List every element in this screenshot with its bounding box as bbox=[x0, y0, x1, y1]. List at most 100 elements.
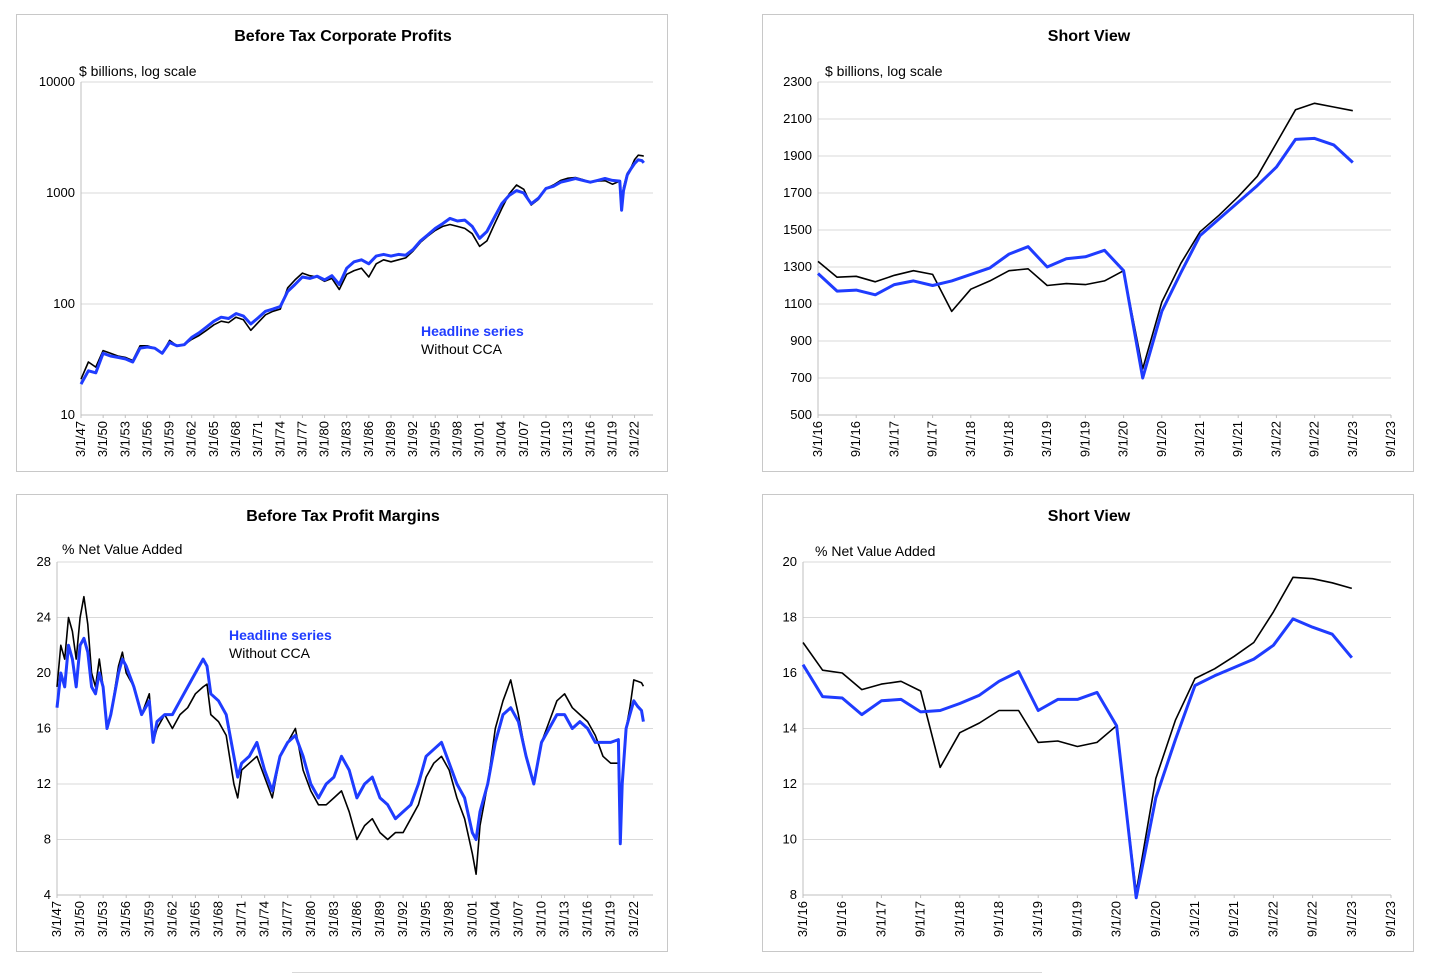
x-tick-label: 3/1/68 bbox=[210, 901, 225, 937]
x-tick-label: 9/1/22 bbox=[1307, 421, 1322, 457]
x-tick-label: 3/1/01 bbox=[472, 421, 487, 457]
x-tick-label: 3/1/92 bbox=[395, 901, 410, 937]
x-tick-label: 3/1/16 bbox=[582, 421, 597, 457]
x-tick-label: 9/1/19 bbox=[1077, 421, 1092, 457]
chart-svg-profits: Before Tax Corporate Profits $ billions, … bbox=[39, 28, 653, 457]
x-tick-label: 3/1/65 bbox=[187, 901, 202, 937]
x-tick-label: 3/1/65 bbox=[206, 421, 221, 457]
y-tick-label: 500 bbox=[790, 407, 812, 422]
x-tick-label: 3/1/07 bbox=[510, 901, 525, 937]
chart-svg-margins: Before Tax Profit Margins % Net Value Add… bbox=[37, 508, 653, 937]
x-tick-label: 3/1/74 bbox=[272, 421, 287, 457]
x-tick-label: 3/1/19 bbox=[604, 421, 619, 457]
x-tick-label: 9/1/20 bbox=[1148, 901, 1163, 937]
y-tick-label: 20 bbox=[37, 665, 51, 680]
x-tick-label: 3/1/22 bbox=[626, 901, 641, 937]
x-tick-label: 9/1/17 bbox=[925, 421, 940, 457]
y-tick-label: 100 bbox=[53, 296, 75, 311]
x-tick-label: 3/1/18 bbox=[952, 901, 967, 937]
x-tick-label: 3/1/95 bbox=[427, 421, 442, 457]
x-tick-label: 3/1/83 bbox=[339, 421, 354, 457]
y-tick-label: 1100 bbox=[784, 296, 812, 311]
x-tick-label: 3/1/22 bbox=[1268, 421, 1283, 457]
x-tick-label: 3/1/10 bbox=[533, 901, 548, 937]
x-tick-label: 3/1/07 bbox=[516, 421, 531, 457]
x-tick-label: 3/1/16 bbox=[795, 901, 810, 937]
y-tick-label: 1300 bbox=[783, 259, 812, 274]
y-tick-label: 10000 bbox=[39, 74, 75, 89]
x-tick-label: 3/1/86 bbox=[349, 901, 364, 937]
chart-svg-profits-short: Short View $ billions, log scale 500 700 900… bbox=[783, 28, 1398, 457]
x-tick-label: 3/1/20 bbox=[1109, 901, 1124, 937]
chart-title: Before Tax Corporate Profits bbox=[234, 28, 452, 45]
chart-title: Before Tax Profit Margins bbox=[246, 508, 440, 525]
y-tick-label: 8 bbox=[790, 887, 797, 902]
series-line-headline bbox=[801, 617, 1353, 900]
y-tick-label: 16 bbox=[37, 721, 51, 736]
chart-title: Short View bbox=[1048, 28, 1131, 45]
chart-panel-profits: Before Tax Corporate Profits $ billions, … bbox=[16, 14, 668, 472]
y-axis-unit-label: $ billions, log scale bbox=[79, 63, 197, 79]
y-axis-unit-label: $ billions, log scale bbox=[825, 63, 943, 79]
x-tick-label: 3/1/13 bbox=[560, 421, 575, 457]
chart-title: Short View bbox=[1048, 508, 1131, 525]
series-line-without-cca bbox=[56, 595, 645, 875]
legend-entry-headline: Headline series bbox=[421, 323, 524, 339]
x-tick-label: 3/1/77 bbox=[294, 421, 309, 457]
x-tick-label: 3/1/89 bbox=[383, 421, 398, 457]
y-tick-label: 1000 bbox=[46, 185, 75, 200]
x-tick-label: 3/1/59 bbox=[162, 421, 177, 457]
x-tick-label: 3/1/19 bbox=[603, 901, 618, 937]
x-tick-label: 3/1/18 bbox=[963, 421, 978, 457]
x-tick-label: 3/1/53 bbox=[95, 901, 110, 937]
x-tick-label: 9/1/23 bbox=[1383, 421, 1398, 457]
x-tick-label: 3/1/98 bbox=[449, 421, 464, 457]
x-tick-label: 3/1/10 bbox=[538, 421, 553, 457]
chart-svg-margins-short: Short View % Net Value Added 8 10 12 14 16 18 20… bbox=[783, 508, 1398, 937]
x-tick-label: 3/1/21 bbox=[1187, 901, 1202, 937]
x-tick-label: 3/1/71 bbox=[250, 421, 265, 457]
x-tick-label: 9/1/22 bbox=[1305, 901, 1320, 937]
x-tick-label: 3/1/01 bbox=[464, 901, 479, 937]
y-axis-unit-label: % Net Value Added bbox=[815, 543, 935, 559]
x-tick-label: 3/1/95 bbox=[418, 901, 433, 937]
x-tick-label: 3/1/22 bbox=[627, 421, 642, 457]
x-tick-label: 3/1/77 bbox=[280, 901, 295, 937]
x-tick-label: 9/1/23 bbox=[1383, 901, 1398, 937]
y-tick-label: 28 bbox=[37, 554, 51, 569]
x-tick-label: 3/1/47 bbox=[73, 421, 88, 457]
y-tick-label: 4 bbox=[44, 887, 51, 902]
x-tick-label: 3/1/62 bbox=[164, 901, 179, 937]
x-tick-label: 3/1/16 bbox=[580, 901, 595, 937]
y-tick-label: 1900 bbox=[783, 148, 812, 163]
x-tick-label: 9/1/19 bbox=[1069, 901, 1084, 937]
x-tick-label: 3/1/23 bbox=[1344, 901, 1359, 937]
x-tick-label: 3/1/04 bbox=[494, 421, 509, 457]
x-tick-label: 3/1/80 bbox=[317, 421, 332, 457]
series-line-without-cca bbox=[80, 154, 644, 380]
x-tick-label: 3/1/83 bbox=[326, 901, 341, 937]
y-tick-label: 10 bbox=[783, 832, 797, 847]
series-line-headline bbox=[79, 158, 645, 385]
x-tick-label: 3/1/74 bbox=[257, 901, 272, 937]
y-tick-label: 20 bbox=[783, 554, 797, 569]
x-tick-label: 9/1/18 bbox=[1001, 421, 1016, 457]
x-tick-label: 3/1/21 bbox=[1192, 421, 1207, 457]
x-tick-label: 3/1/59 bbox=[141, 901, 156, 937]
y-tick-label: 14 bbox=[783, 721, 797, 736]
x-tick-label: 3/1/92 bbox=[405, 421, 420, 457]
chart-panel-profits-short: Short View $ billions, log scale 500 700 900… bbox=[762, 14, 1414, 472]
x-tick-label: 3/1/19 bbox=[1030, 901, 1045, 937]
y-tick-label: 900 bbox=[790, 333, 812, 348]
x-tick-label: 3/1/04 bbox=[487, 901, 502, 937]
x-tick-label: 3/1/68 bbox=[228, 421, 243, 457]
x-tick-label: 3/1/19 bbox=[1039, 421, 1054, 457]
legend-entry-headline: Headline series bbox=[229, 627, 332, 643]
x-tick-label: 3/1/50 bbox=[72, 901, 87, 937]
series-line-headline bbox=[55, 636, 645, 846]
legend-entry-without-cca: Without CCA bbox=[229, 645, 311, 661]
divider bbox=[292, 972, 1042, 973]
x-tick-label: 3/1/23 bbox=[1345, 421, 1360, 457]
y-tick-label: 12 bbox=[37, 776, 51, 791]
x-tick-label: 9/1/16 bbox=[834, 901, 849, 937]
